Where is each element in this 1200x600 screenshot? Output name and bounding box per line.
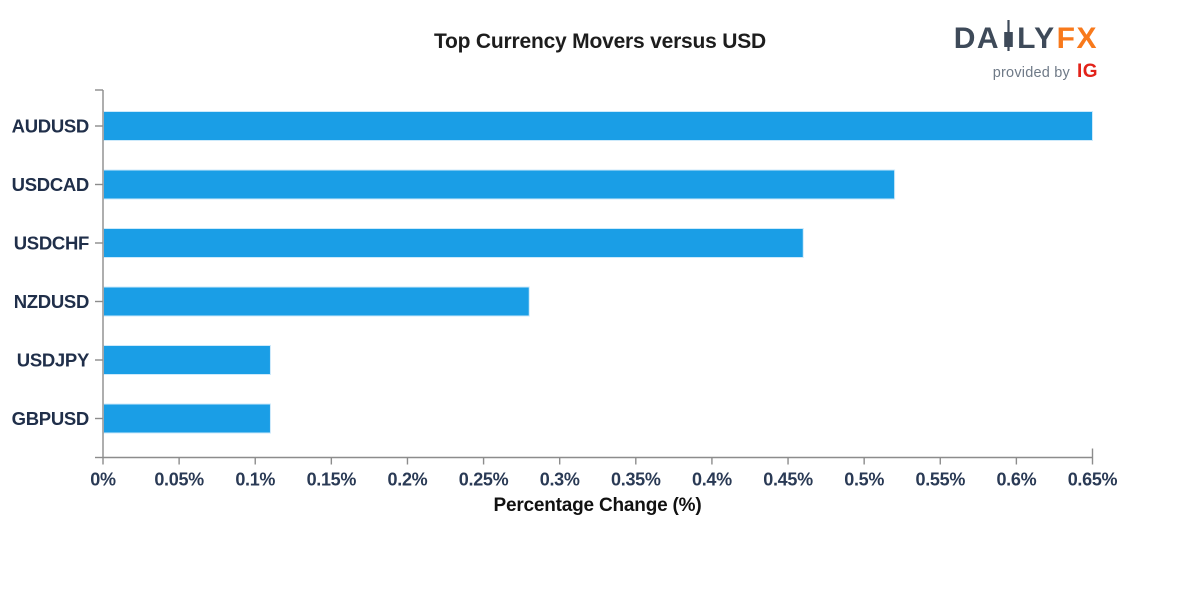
bar-usdchf	[103, 228, 804, 258]
x-tick-label: 0.25%	[459, 470, 509, 490]
x-tick-label: 0%	[90, 470, 116, 490]
x-tick-label: 0.55%	[915, 470, 965, 490]
candlestick-icon	[1003, 20, 1014, 57]
x-tick-label: 0.45%	[763, 470, 813, 490]
x-tick-label: 0.65%	[1068, 470, 1118, 490]
category-label-usdcad: USDCAD	[12, 174, 89, 195]
bar-gbpusd	[103, 403, 271, 434]
x-tick-label: 0.1%	[235, 470, 275, 490]
provided-by-label: provided by	[992, 65, 1070, 81]
x-tick-label: 0.2%	[388, 470, 428, 490]
x-tick-label: 0.5%	[844, 470, 884, 490]
x-tick-label: 0.3%	[540, 470, 580, 490]
dailyfx-logo: DA LY FX provided by IG	[954, 20, 1098, 83]
logo-text-da: DA	[953, 21, 1001, 55]
logo-provided-by: provided by IG	[954, 61, 1098, 83]
bar-audusd	[103, 111, 1093, 141]
category-label-usdjpy: USDJPY	[17, 350, 90, 371]
bar-usdcad	[103, 169, 896, 200]
bar-nzdusd	[103, 286, 530, 317]
x-tick-label: 0.6%	[996, 470, 1036, 490]
x-tick-label: 0.35%	[611, 470, 661, 490]
x-tick-label: 0.05%	[154, 470, 204, 490]
x-tick-label: 0.4%	[692, 470, 732, 490]
dailyfx-logo-wordmark: DA LY FX	[954, 20, 1098, 57]
x-tick-label: 0.15%	[307, 470, 357, 490]
category-label-audusd: AUDUSD	[12, 116, 89, 137]
bar-usdjpy	[103, 345, 271, 375]
logo-text-fx: FX	[1056, 21, 1098, 55]
logo-text-ly: LY	[1017, 21, 1056, 55]
category-label-usdchf: USDCHF	[14, 233, 89, 254]
chart-title: Top Currency Movers versus USD	[433, 30, 767, 53]
x-axis-title: Percentage Change (%)	[493, 495, 702, 516]
category-label-nzdusd: NZDUSD	[14, 291, 89, 312]
ig-logo: IG	[1076, 61, 1098, 82]
category-label-gbpusd: GBPUSD	[12, 408, 89, 429]
